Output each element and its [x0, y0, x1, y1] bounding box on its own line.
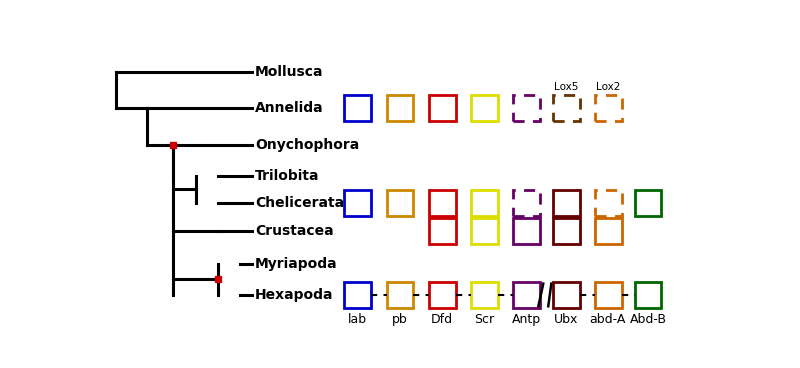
Bar [344, 282, 370, 308]
Text: Ubx: Ubx [554, 312, 578, 326]
Bar [595, 219, 622, 244]
Bar [514, 190, 540, 216]
Bar [429, 95, 455, 121]
Text: Chelicerata: Chelicerata [255, 196, 344, 210]
Text: Myriapoda: Myriapoda [255, 257, 338, 271]
Bar [553, 95, 579, 121]
Bar [344, 95, 370, 121]
Text: Abd-B: Abd-B [630, 312, 666, 326]
Bar [471, 95, 498, 121]
Text: Trilobita: Trilobita [255, 169, 319, 183]
Bar [344, 190, 370, 216]
Text: Mollusca: Mollusca [255, 66, 323, 79]
Bar [429, 190, 455, 216]
Text: Annelida: Annelida [255, 101, 324, 115]
Bar [429, 282, 455, 308]
Bar [595, 282, 622, 308]
Text: Lox2: Lox2 [596, 82, 621, 92]
Text: Dfd: Dfd [431, 312, 454, 326]
Bar [634, 282, 662, 308]
Bar [553, 219, 579, 244]
Bar [386, 282, 414, 308]
Bar [514, 219, 540, 244]
Bar [471, 282, 498, 308]
Bar [471, 219, 498, 244]
Bar [595, 95, 622, 121]
Text: lab: lab [348, 312, 367, 326]
Bar [595, 190, 622, 216]
Bar [386, 190, 414, 216]
Text: Antp: Antp [512, 312, 541, 326]
Bar [471, 190, 498, 216]
Bar [553, 282, 579, 308]
Text: abd-A: abd-A [589, 312, 626, 326]
Text: Hexapoda: Hexapoda [255, 288, 334, 302]
Bar [514, 95, 540, 121]
Bar [514, 282, 540, 308]
Text: Scr: Scr [474, 312, 494, 326]
Bar [386, 95, 414, 121]
Bar [429, 219, 455, 244]
Text: Onychophora: Onychophora [255, 138, 359, 152]
Bar [553, 190, 579, 216]
Text: Crustacea: Crustacea [255, 224, 334, 238]
Text: Lox5: Lox5 [554, 82, 578, 92]
Bar [634, 190, 662, 216]
Text: pb: pb [392, 312, 408, 326]
